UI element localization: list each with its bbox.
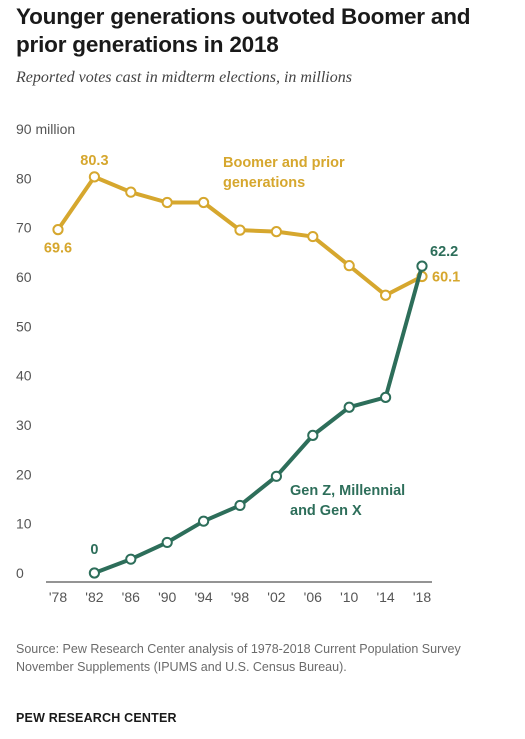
x-tick-label: '18 [413,589,431,605]
data-point-boomer [161,196,173,209]
data-point-boomer [270,226,282,238]
series-label-genx: Gen Z, Millennial [290,483,405,499]
y-tick-label: 90 million [16,121,75,137]
x-tick-label: '06 [304,589,322,605]
credit-label: PEW RESEARCH CENTER [16,711,177,725]
x-tick-label: '78 [49,589,67,605]
line-chart: 0 10 20 30 40 50 60 70 80 90 million '78 '82 '86 '90 '… [16,121,460,605]
chart-title: Younger generations outvoted Boomer and … [16,4,471,57]
data-point-genx [270,470,282,482]
series-line-boomer [56,174,424,298]
data-point-boomer [380,289,392,301]
source-note: Source: Pew Research Center analysis of … [16,642,461,674]
data-point-genx [161,536,173,549]
data-point-boomer [125,186,137,198]
data-point-genx [416,260,428,272]
data-point-genx [88,567,101,579]
data-label: 0 [90,542,98,558]
data-point-genx [307,429,319,441]
data-point-boomer [307,230,319,243]
x-tick-label: '94 [194,589,212,605]
x-tick-label: '14 [376,589,394,605]
data-label: 60.1 [432,270,460,286]
data-point-genx [380,391,392,403]
chart-subtitle: Reported votes cast in midterm elections… [16,69,352,86]
data-point-boomer [343,260,355,272]
x-tick-label: '98 [231,589,249,605]
x-tick-label: '02 [267,589,285,605]
data-point-boomer [88,171,101,183]
y-tick-label: 60 [16,269,32,285]
y-tick-label: 80 [16,170,32,186]
data-point-boomer [52,224,64,236]
data-point-boomer [198,196,210,209]
series-label-boomer: generations [223,175,305,191]
y-tick-label: 10 [16,516,32,532]
data-label: 69.6 [44,241,72,257]
data-point-genx [234,499,246,512]
y-tick-label: 40 [16,368,32,384]
y-tick-label: 70 [16,220,32,236]
data-point-genx [125,553,137,565]
x-tick-label: '82 [85,589,103,605]
y-tick-label: 0 [16,565,24,581]
y-tick-label: 30 [16,417,32,433]
x-tick-label: '10 [340,589,358,605]
x-tick-label: '90 [158,589,176,605]
data-label: 80.3 [80,153,108,169]
series-label-boomer: Boomer and prior [223,155,345,171]
series-line-genx [92,264,424,575]
series-label-genx: and Gen X [290,503,362,519]
data-point-boomer [234,224,246,236]
y-tick-label: 20 [16,466,32,482]
y-tick-label: 50 [16,318,32,334]
data-label: 62.2 [430,244,458,260]
data-point-genx [198,515,210,527]
x-tick-label: '86 [122,589,140,605]
data-point-genx [343,401,355,413]
